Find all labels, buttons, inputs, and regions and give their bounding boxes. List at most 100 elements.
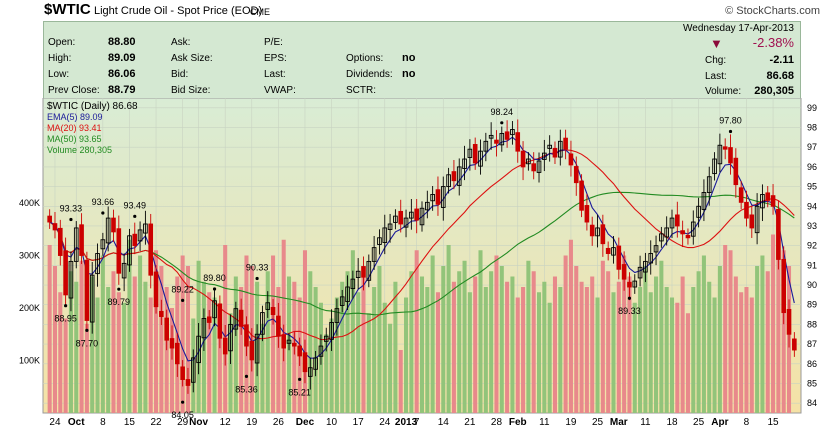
label-pe: P/E:: [264, 37, 283, 48]
annotation-label: 89.33: [618, 306, 641, 316]
label-ask: Ask:: [171, 37, 191, 48]
annotation-label: 97.80: [719, 115, 742, 125]
instrument-name: Light Crude Oil - Spot Price (EOD): [94, 5, 263, 17]
x-tick-label: 24: [379, 417, 391, 428]
x-tick-label: Apr: [711, 417, 728, 428]
label-chg: Chg:: [705, 55, 727, 66]
candle-body: [345, 286, 350, 303]
x-tick-label: 19: [246, 417, 258, 428]
label-prev-close: Prev Close:: [48, 85, 100, 96]
x-tick-label: 12: [220, 417, 232, 428]
volume-bar: [606, 271, 611, 413]
annotation-dot: [728, 129, 733, 134]
volume-bar: [622, 255, 627, 413]
candle-body: [531, 163, 537, 172]
candle-body: [706, 176, 712, 193]
candle-body: [153, 271, 159, 308]
volume-bar: [425, 287, 430, 413]
annotation-dot: [500, 121, 504, 125]
candle-body: [63, 250, 68, 296]
volume-bar: [451, 281, 456, 413]
volume-bar: [579, 281, 584, 413]
volume-bar: [430, 255, 435, 413]
volume-bar: [398, 350, 403, 413]
volume-bar: [728, 250, 733, 413]
candle-body: [164, 317, 169, 341]
candle-body: [318, 345, 324, 357]
volume-bar: [659, 260, 664, 413]
label-options: Options:: [346, 53, 384, 64]
y-tick-label: 89: [807, 300, 817, 310]
volume-bar: [239, 287, 244, 413]
volume-bar: [547, 302, 552, 413]
label-dividends: Dividends:: [346, 69, 393, 80]
candle-body: [605, 247, 611, 254]
volume-bar: [749, 297, 754, 413]
candle-body: [148, 223, 154, 276]
volume-bar: [106, 287, 111, 413]
candle-body: [488, 134, 494, 139]
candle-body: [499, 132, 505, 146]
candle-body: [105, 217, 111, 244]
candle-body: [467, 148, 473, 158]
y-tick-label: 99: [807, 103, 817, 113]
x-tick-label: 22: [150, 417, 162, 428]
volume-bar: [138, 255, 143, 413]
candle-body: [494, 139, 499, 144]
volume-bar: [781, 250, 786, 413]
candle-body: [382, 227, 388, 243]
x-tick-label: 14: [438, 417, 450, 428]
y-tick-label: 97: [807, 142, 817, 152]
x-tick-label: 7: [414, 417, 420, 428]
x-tick-label: Feb: [509, 417, 527, 428]
volume-bar: [302, 250, 307, 413]
label-last: Last:: [705, 71, 727, 82]
annotation-label: 88.95: [54, 314, 77, 324]
candle-body: [100, 239, 106, 250]
y-tick-label: 91: [807, 260, 817, 270]
x-tick-label: 15: [124, 417, 136, 428]
candle-body: [233, 308, 239, 330]
candle-body: [728, 147, 733, 164]
candle-body: [260, 312, 265, 335]
volume-bar: [643, 266, 648, 413]
x-tick-label: Nov: [189, 417, 208, 428]
candle-body: [329, 321, 334, 340]
candle-body: [339, 296, 345, 306]
annotation-dot: [244, 374, 249, 378]
label-ask-size: Ask Size:: [171, 53, 213, 64]
volume-bar: [111, 271, 116, 413]
volume-bar: [340, 281, 345, 413]
candle-body: [425, 201, 430, 211]
volume-bar: [733, 276, 738, 413]
candle-body: [175, 342, 180, 365]
volume-bar: [701, 255, 706, 413]
annotation-dot: [181, 298, 185, 302]
candle-body: [584, 205, 590, 223]
candle-body: [478, 150, 483, 167]
x-tick-label: Oct: [68, 417, 85, 428]
volume-bar: [100, 255, 105, 413]
volume-tick-label: 200K: [19, 303, 40, 313]
candle-body: [690, 221, 696, 237]
candle-body: [483, 140, 489, 152]
candle-body: [754, 205, 760, 234]
candle-body: [526, 158, 531, 165]
volume-bar: [84, 323, 89, 413]
annotation-dot: [133, 214, 137, 218]
candle-body: [430, 194, 435, 202]
candle-body: [366, 260, 372, 281]
candle-body: [637, 266, 643, 279]
volume-bar: [393, 281, 398, 413]
volume-bar: [771, 234, 776, 413]
candle-body: [472, 144, 478, 164]
label-last-c: Last:: [264, 69, 286, 80]
y-tick-label: 88: [807, 319, 817, 329]
volume-bar: [313, 287, 318, 413]
candle-body: [781, 258, 787, 314]
candle-body: [254, 333, 260, 364]
ma20-line: [49, 149, 795, 341]
volume-bar: [74, 281, 79, 413]
candle-body: [403, 217, 409, 228]
watermark: © StockCharts.com: [725, 5, 820, 17]
